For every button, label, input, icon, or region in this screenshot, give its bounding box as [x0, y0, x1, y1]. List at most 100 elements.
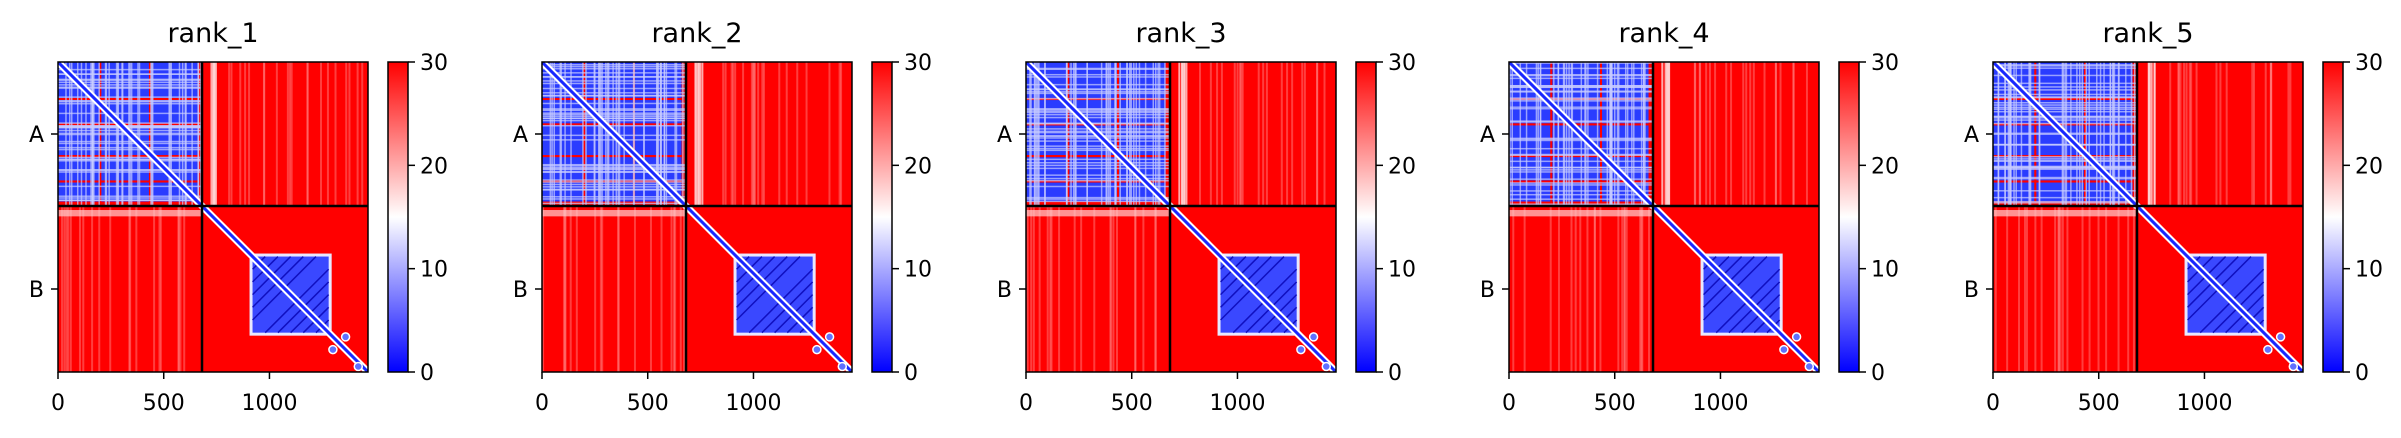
chain-a-stripe [197, 62, 199, 207]
chain-a-stripe [542, 63, 687, 66]
chain-a-stripe [542, 181, 687, 183]
chain-a-stripe [2038, 62, 2041, 207]
chain-a-stripe [1993, 200, 2138, 203]
interchain-stripe [805, 62, 808, 207]
chain-a-stripe [542, 171, 687, 174]
chain-a-stripe [1026, 110, 1171, 112]
chain-a-stripe [1633, 62, 1635, 207]
chain-a-stripe [2099, 62, 2102, 207]
colorbar-tick-label: 10 [1388, 258, 1416, 283]
interchain-stripe [617, 206, 620, 372]
chain-a-stripe [675, 62, 678, 207]
chain-label: B [1964, 278, 1979, 303]
interchain-stripe [2147, 62, 2150, 207]
interchain-stripe [1303, 62, 1306, 207]
interchain-stripe [762, 62, 765, 207]
chain-a-stripe [1158, 62, 1161, 207]
chain-a-stripe [674, 62, 676, 207]
chain-a-stripe [643, 62, 645, 207]
interchain-stripe [1714, 62, 1717, 207]
colorbar-tick-label: 10 [2355, 258, 2383, 283]
chain-a-stripe [1624, 62, 1627, 207]
interchain-stripe [1579, 206, 1582, 372]
chain-a-stripe [58, 125, 203, 127]
contact-spot [812, 344, 822, 355]
chain-a-stripe [2007, 62, 2010, 207]
chain-a-stripe [542, 124, 687, 127]
chain-a-stripe [1086, 62, 1088, 207]
chain-a-stripe [1606, 62, 1609, 207]
interchain-stripe [2177, 62, 2180, 207]
colorbar-tick-label: 30 [904, 51, 932, 76]
chain-a-stripe [1993, 158, 2138, 160]
interchain-stripe [1523, 206, 1526, 372]
interchain-stripe [1574, 206, 1577, 372]
interchain-stripe [1185, 62, 1188, 207]
chain-a-stripe [542, 168, 687, 171]
chain-a-stripe [564, 62, 566, 207]
heatmap [58, 62, 368, 372]
chain-a-stripe [542, 183, 687, 186]
chain-a-stripe [1509, 85, 1654, 87]
chain-a-stripe [58, 169, 203, 172]
interchain-stripe [1994, 206, 1997, 372]
interchain-stripe [1763, 62, 1766, 207]
chain-a-stripe [1026, 116, 1171, 119]
colorbar-tick-label: 30 [1871, 51, 1899, 76]
interchain-stripe [674, 206, 677, 372]
chain-a-stripe [1026, 113, 1171, 116]
colorbar-tick-label: 0 [1388, 361, 1402, 386]
interchain-stripe [1183, 62, 1186, 207]
interchain-stripe [1625, 206, 1628, 372]
interchain-stripe [1549, 206, 1552, 372]
interchain-stripe [1112, 206, 1115, 372]
chain-a-stripe [1070, 62, 1072, 207]
chain-a-stripe [1509, 62, 1511, 207]
contact-spot [1804, 361, 1815, 372]
chain-a-domain-cell [2086, 125, 2133, 156]
contact-spot [1308, 332, 1319, 342]
x-tick-label: 1000 [2176, 391, 2232, 416]
x-tick-label: 500 [2078, 391, 2120, 416]
interchain-stripe [1641, 206, 1644, 372]
interchain-stripe [2088, 206, 2091, 372]
chain-a-stripe [1993, 165, 2138, 168]
chain-a-stripe [542, 119, 687, 122]
interchain-stripe [601, 206, 604, 372]
chain-a-stripe [623, 62, 625, 207]
heatmap [542, 62, 852, 372]
interchain-stripe [1593, 206, 1596, 372]
chain-a-stripe [542, 117, 687, 119]
chain-a-stripe [1026, 108, 1171, 110]
chain-a-stripe [1993, 86, 2138, 88]
x-tick-label: 500 [627, 391, 669, 416]
chain-a-domain-cell [2036, 182, 2084, 202]
chain-a-stripe [582, 62, 584, 207]
chain-a-stripe [1066, 62, 1068, 207]
chain-a-stripe [178, 62, 181, 207]
panel-3: rank_3 A B 0 500 1000 0 10 20 30 [997, 18, 1416, 416]
chain-a-stripe [1617, 62, 1620, 207]
panel-title: rank_1 [167, 18, 258, 49]
interchain-stripe [838, 62, 841, 207]
chain-a-stripe [2009, 62, 2012, 207]
interchain-stripe [2183, 62, 2186, 207]
interchain-stripe [695, 62, 698, 207]
interchain-stripe [1667, 62, 1670, 207]
interchain-stripe [1073, 206, 1076, 372]
colorbar [2322, 61, 2344, 373]
chain-a-stripe [1026, 67, 1171, 70]
diagonal [1993, 62, 2303, 372]
interchain-stripe [796, 62, 799, 207]
interchain-stripe [2006, 206, 2009, 372]
x-tick-label: 0 [51, 391, 65, 416]
plot-frame [1025, 61, 1337, 373]
interchain-stripe [683, 206, 686, 372]
interchain-stripe [1142, 206, 1145, 372]
colorbar [387, 61, 409, 373]
heatmap [1026, 62, 1336, 372]
heatmap [1993, 62, 2303, 372]
interchain-stripe [2105, 206, 2108, 372]
chain-a-stripe [1109, 62, 1112, 207]
interchain-stripe [1805, 62, 1808, 207]
